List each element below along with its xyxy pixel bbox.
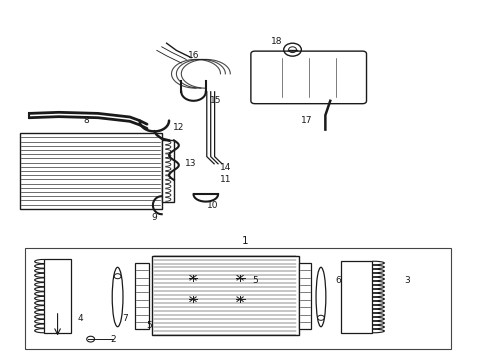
Text: 12: 12: [173, 123, 185, 132]
Text: 16: 16: [188, 51, 199, 60]
FancyBboxPatch shape: [152, 256, 299, 335]
Text: 15: 15: [210, 96, 221, 105]
Text: 17: 17: [300, 116, 312, 125]
Ellipse shape: [316, 267, 326, 327]
Text: 7: 7: [122, 314, 128, 323]
Text: 4: 4: [78, 314, 84, 323]
Ellipse shape: [112, 267, 123, 327]
Text: 13: 13: [185, 159, 197, 168]
Text: 9: 9: [151, 213, 157, 222]
Text: 8: 8: [83, 116, 89, 125]
Text: 6: 6: [335, 276, 341, 285]
FancyBboxPatch shape: [251, 51, 367, 104]
Text: 3: 3: [404, 276, 410, 285]
Text: 2: 2: [110, 335, 116, 343]
Text: 5: 5: [147, 321, 152, 330]
Text: 1: 1: [242, 236, 248, 246]
Text: 11: 11: [220, 175, 231, 184]
FancyBboxPatch shape: [135, 263, 149, 329]
Text: 18: 18: [271, 37, 283, 46]
FancyBboxPatch shape: [162, 140, 174, 202]
Text: 5: 5: [252, 276, 258, 285]
FancyBboxPatch shape: [299, 263, 311, 329]
FancyBboxPatch shape: [24, 248, 451, 349]
Text: 14: 14: [220, 163, 231, 172]
FancyBboxPatch shape: [20, 133, 162, 209]
Text: 10: 10: [207, 201, 219, 210]
